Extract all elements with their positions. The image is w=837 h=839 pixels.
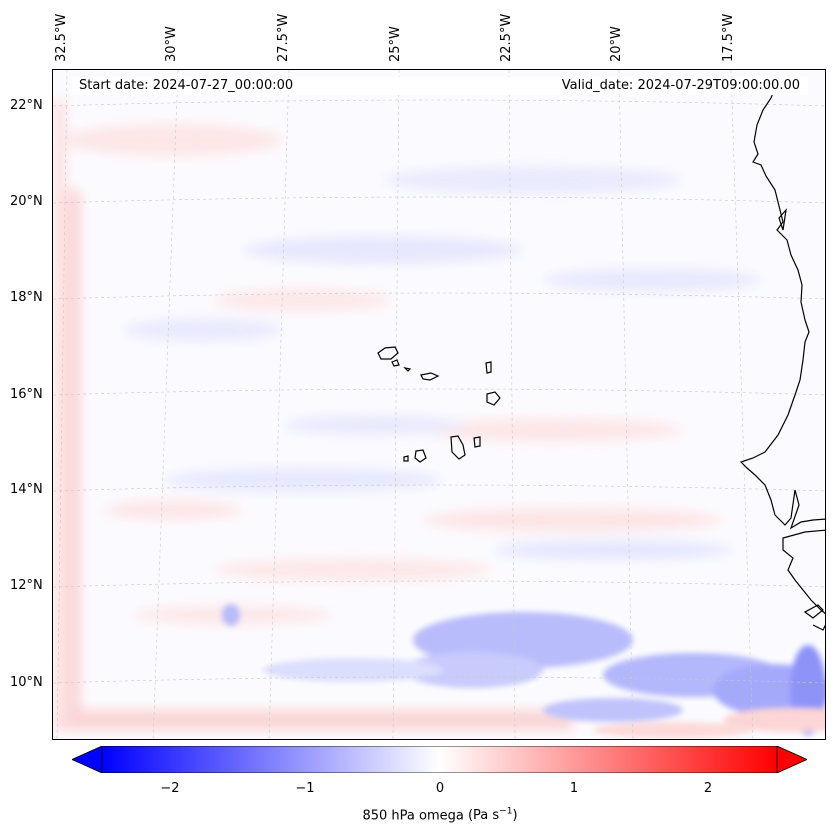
negative-omega-patch bbox=[493, 540, 733, 560]
omega-field bbox=[53, 100, 825, 738]
lon-label-25w: 25°W bbox=[388, 26, 403, 62]
lat-label-22n: 22°N bbox=[10, 98, 43, 113]
positive-omega-patch bbox=[213, 558, 493, 582]
colorbar-tick-0: 0 bbox=[435, 781, 445, 796]
colorbar-tick-2: 2 bbox=[703, 781, 713, 796]
date-info-bar bbox=[72, 77, 808, 95]
lat-label-18n: 18°N bbox=[10, 290, 43, 305]
colorbar-tick-neg1: −1 bbox=[295, 781, 315, 796]
negative-omega-patch bbox=[123, 318, 283, 342]
positive-omega-patch bbox=[723, 708, 825, 732]
start-date-label: Start date: 2024-07-27_00:00:00 bbox=[79, 78, 294, 93]
positive-omega-patch bbox=[63, 124, 283, 156]
island-santo-antao bbox=[377, 346, 399, 360]
island-maio bbox=[473, 436, 481, 448]
positive-omega-band-edge bbox=[53, 100, 67, 720]
negative-omega-cluster bbox=[543, 698, 683, 722]
island-sal bbox=[485, 361, 492, 374]
colorbar-units: (Pa s−1) bbox=[467, 807, 518, 824]
negative-omega-patch bbox=[163, 468, 443, 492]
lat-label-14n: 14°N bbox=[10, 482, 43, 497]
island-sao-nicolau bbox=[420, 372, 440, 381]
lon-label-32-5w: 32.5°W bbox=[54, 13, 69, 62]
lon-label-20w: 20°W bbox=[609, 26, 624, 62]
colorbar-tick-1: 1 bbox=[569, 781, 579, 796]
colorbar-tick-neg2: −2 bbox=[160, 781, 180, 796]
lon-label-27-5w: 27.5°W bbox=[276, 13, 291, 62]
colorbar-variable: 850 hPa omega bbox=[362, 808, 464, 824]
map-canvas bbox=[53, 70, 825, 739]
positive-omega-patch bbox=[593, 722, 753, 738]
africa-coastline-south bbox=[782, 529, 825, 615]
lat-label-20n: 20°N bbox=[10, 194, 43, 209]
coastline bbox=[739, 87, 825, 631]
negative-omega-patch bbox=[383, 166, 683, 194]
negative-omega-patch bbox=[243, 236, 523, 264]
colorbar-label: 850 hPa omega (Pa s−1) bbox=[0, 807, 837, 823]
negative-omega-spot bbox=[222, 604, 240, 626]
lat-label-12n: 12°N bbox=[10, 578, 43, 593]
island-sao-vicente bbox=[391, 359, 400, 367]
positive-omega-band-bottom bbox=[73, 710, 573, 730]
lat-label-16n: 16°N bbox=[10, 387, 43, 402]
positive-omega-patch bbox=[103, 500, 243, 520]
lat-label-10n: 10°N bbox=[10, 675, 43, 690]
lon-label-30w: 30°W bbox=[164, 26, 179, 62]
island-brava bbox=[403, 455, 409, 462]
island-boa-vista bbox=[486, 391, 501, 406]
negative-omega-cluster bbox=[403, 652, 543, 688]
colorbar-gradient bbox=[101, 746, 778, 773]
positive-omega-patch bbox=[213, 288, 393, 312]
valid-date-label: Valid_date: 2024-07-29T09:00:00.00 bbox=[561, 78, 800, 93]
island-santa-luzia bbox=[403, 367, 412, 372]
colorbar-extend-left bbox=[72, 746, 103, 773]
lon-label-22-5w: 22.5°W bbox=[499, 13, 514, 62]
positive-omega-patch bbox=[423, 418, 683, 442]
colorbar bbox=[72, 746, 807, 773]
cape-verde-islands bbox=[377, 346, 501, 463]
negative-omega-patch bbox=[263, 658, 443, 682]
graticule bbox=[53, 70, 825, 739]
africa-coastline bbox=[739, 87, 825, 530]
positive-omega-patch bbox=[423, 508, 723, 532]
lon-label-17-5w: 17.5°W bbox=[721, 13, 736, 62]
omega-map bbox=[52, 69, 826, 740]
colorbar-extend-right bbox=[776, 746, 807, 773]
negative-omega-patch bbox=[543, 268, 763, 292]
negative-omega-patch bbox=[283, 415, 463, 435]
island-santiago bbox=[450, 435, 466, 460]
island-fogo bbox=[414, 449, 427, 463]
